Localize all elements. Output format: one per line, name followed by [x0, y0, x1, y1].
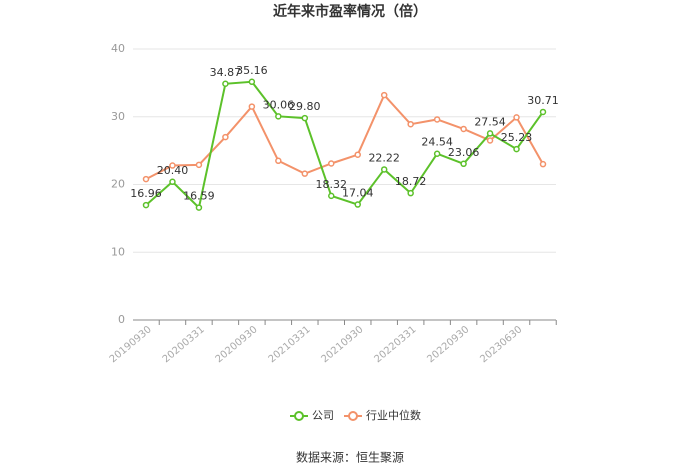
legend-swatch: [294, 411, 304, 421]
x-tick-label: 20220930: [425, 324, 471, 365]
data-label: 17.04: [342, 187, 374, 200]
point: [486, 137, 494, 144]
data-label: 25.23: [501, 131, 533, 144]
x-tick-label: 20190930: [108, 324, 154, 365]
point: [354, 151, 361, 158]
data-label: 35.16: [236, 64, 268, 77]
point: [380, 91, 388, 99]
data-label: 18.32: [316, 178, 348, 191]
series-line: [145, 93, 544, 180]
point: [301, 170, 309, 177]
point: [407, 120, 414, 128]
legend-label: 公司: [312, 409, 334, 422]
x-tick-label: 20220331: [372, 324, 418, 365]
point: [460, 125, 467, 133]
point: [513, 145, 520, 153]
point: [539, 108, 547, 116]
x-tick-label: 20210331: [267, 324, 313, 365]
data-label: 16.59: [183, 190, 215, 203]
point: [328, 160, 335, 167]
data-label: 29.80: [289, 100, 321, 113]
data-label: 20.40: [157, 164, 189, 177]
point: [142, 175, 150, 183]
point: [486, 130, 494, 137]
point: [195, 161, 203, 169]
data-label: 30.71: [527, 94, 559, 107]
point: [169, 162, 176, 169]
data-label: 24.54: [421, 136, 453, 149]
y-tick-label: 0: [118, 313, 125, 326]
point: [380, 166, 388, 173]
point: [222, 133, 229, 141]
y-tick-label: 20: [111, 178, 125, 191]
point: [407, 189, 414, 197]
x-tick-label: 20210930: [320, 324, 366, 365]
point: [539, 160, 547, 168]
data-label: 27.54: [474, 115, 506, 128]
data-label: 18.72: [395, 175, 427, 188]
point: [328, 192, 335, 200]
point: [513, 114, 520, 121]
point: [248, 103, 256, 110]
source: 数据来源：恒生聚源: [296, 450, 404, 465]
point: [275, 113, 282, 120]
y-tick-label: 10: [111, 245, 125, 258]
x-tick-label: 20200930: [214, 324, 260, 365]
point: [301, 114, 309, 122]
y-tick-label: 40: [111, 42, 125, 55]
x-tick-label: 20200331: [161, 324, 207, 365]
chart-title: 近年来市盈率情况（倍）: [273, 3, 427, 20]
data-label: 34.87: [210, 66, 242, 79]
point: [195, 204, 203, 211]
point: [275, 157, 282, 165]
data-label: 16.96: [130, 187, 162, 200]
x-tick-label: 20230630: [478, 324, 524, 365]
point: [222, 80, 229, 88]
point: [433, 150, 441, 157]
data-label: 23.06: [448, 146, 480, 159]
point: [433, 116, 441, 123]
point: [142, 201, 150, 209]
legend-label: 行业中位数: [366, 408, 421, 422]
y-tick-label: 30: [111, 110, 125, 123]
point: [460, 160, 467, 168]
series-line: [145, 80, 544, 210]
point: [248, 78, 256, 86]
point: [169, 178, 176, 186]
data-label: 22.22: [368, 151, 400, 164]
legend-swatch: [348, 411, 358, 421]
data-label: 30.06: [263, 98, 295, 111]
point: [354, 201, 361, 208]
